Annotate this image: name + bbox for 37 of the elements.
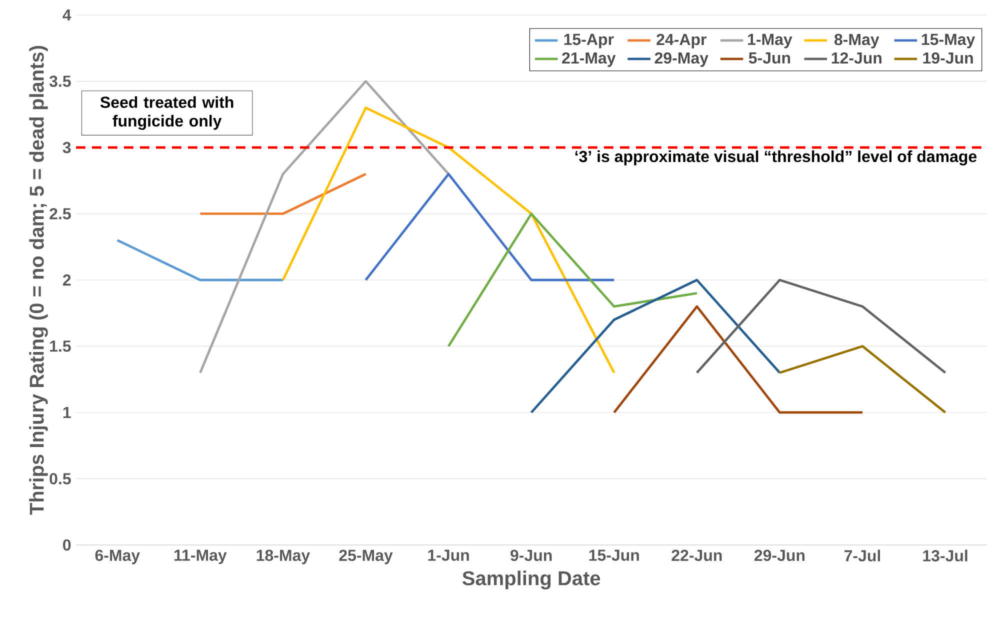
annotation: Seed treated with fungicide only (100, 96, 234, 130)
y-tick-label: 1.5 (50, 340, 71, 352)
x-tick-label: 18-May (256, 550, 310, 564)
line-series (447, 212, 698, 348)
legend-label: 5-Jun (748, 52, 790, 64)
y-tick-label: 2.5 (50, 208, 71, 220)
legend-label: 15-May (922, 34, 976, 48)
legend-label: 8-May (834, 34, 880, 48)
x-tick-label: 22-Jun (672, 550, 722, 562)
y-tick-label: 0 (63, 539, 71, 551)
x-tick-label: 9-Jun (510, 550, 552, 562)
legend-label: 15-Apr (564, 34, 614, 48)
legend-label: 12-Jun (832, 52, 882, 64)
y-tick-label: 4 (62, 9, 72, 20)
x-tick-label: 29-Jun (754, 550, 804, 562)
x-tick-label: 15-Jun (589, 550, 639, 561)
legend-label: 1-May (748, 34, 792, 48)
x-tick-label: 25-May (339, 550, 393, 564)
x-axis-title: Sampling Date (462, 570, 600, 590)
line-series (282, 106, 616, 374)
x-tick-label: 7-Jul (844, 550, 880, 562)
y-tick-label: 2 (62, 274, 71, 286)
y-tick-label: 1 (63, 406, 71, 418)
x-tick-label: 6-May (95, 550, 140, 564)
legend-label: 24-Apr (656, 34, 706, 48)
legend-label: 21-May (562, 52, 616, 67)
x-tick-label: 13-Jul (923, 550, 968, 562)
y-tick-label: 0.5 (50, 473, 71, 484)
ref-line-label: ‘3’ is approximate visual “threshold” level of damage (575, 150, 977, 166)
y-axis-title: Thrips Injury Rating (0 = no dam; 5 = dead plants) (29, 46, 48, 515)
x-tick-label: 1-Jun (428, 550, 469, 561)
y-tick-label: 3.5 (49, 76, 71, 87)
x-tick-label: 11-May (174, 550, 227, 564)
legend-label: 19-Jun (923, 52, 973, 64)
legend-label: 29-May (654, 52, 708, 67)
y-tick-label: 3 (62, 142, 71, 154)
line-series (530, 278, 781, 414)
